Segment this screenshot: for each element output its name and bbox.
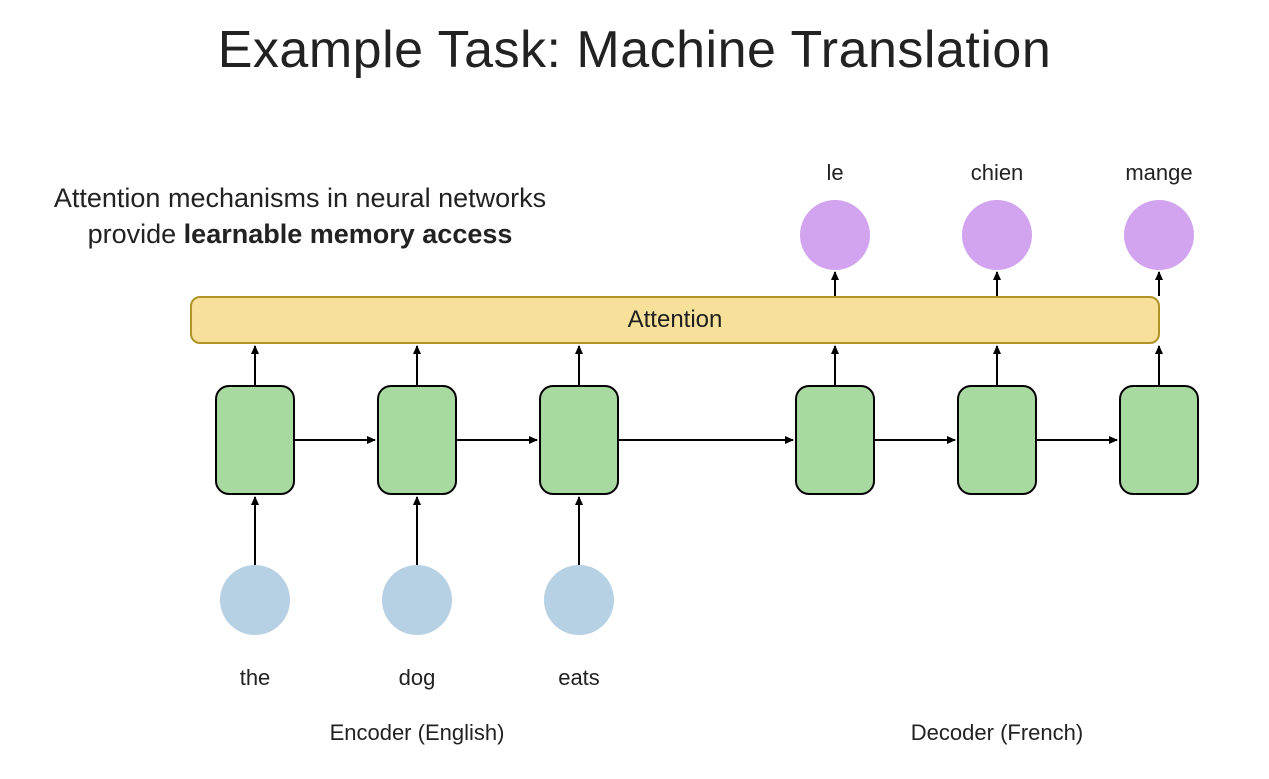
decoder-cell bbox=[1119, 385, 1199, 495]
attention-bar: Attention bbox=[190, 296, 1160, 344]
decoder-section-label: Decoder (French) bbox=[847, 720, 1147, 746]
decoder-output-circle bbox=[1124, 200, 1194, 270]
decoder-cell bbox=[795, 385, 875, 495]
encoder-section-label: Encoder (English) bbox=[267, 720, 567, 746]
slide-title: Example Task: Machine Translation bbox=[0, 20, 1269, 80]
decoder-output-circle bbox=[962, 200, 1032, 270]
decoder-output-word: le bbox=[775, 160, 895, 186]
arrows-layer bbox=[0, 0, 1269, 779]
attention-bar-label: Attention bbox=[628, 306, 723, 334]
encoder-input-circle bbox=[220, 565, 290, 635]
decoder-output-circle bbox=[800, 200, 870, 270]
decoder-output-word: chien bbox=[937, 160, 1057, 186]
encoder-input-word: dog bbox=[357, 665, 477, 691]
encoder-cell bbox=[377, 385, 457, 495]
subtitle-bold: learnable memory access bbox=[184, 219, 513, 249]
encoder-input-circle bbox=[544, 565, 614, 635]
decoder-cell bbox=[957, 385, 1037, 495]
encoder-input-word: the bbox=[195, 665, 315, 691]
slide-subtitle: Attention mechanisms in neural networks … bbox=[20, 180, 580, 253]
decoder-output-word: mange bbox=[1099, 160, 1219, 186]
encoder-cell bbox=[215, 385, 295, 495]
encoder-input-word: eats bbox=[519, 665, 639, 691]
encoder-input-circle bbox=[382, 565, 452, 635]
encoder-cell bbox=[539, 385, 619, 495]
diagram-stage: Example Task: Machine Translation Attent… bbox=[0, 0, 1269, 779]
